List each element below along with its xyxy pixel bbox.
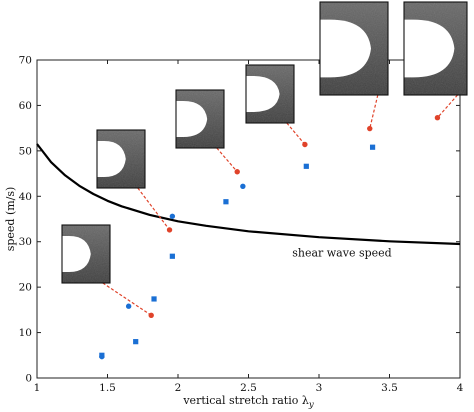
data-point-square xyxy=(223,199,229,205)
x-tick-label: 3 xyxy=(316,382,323,394)
inset-2-connector xyxy=(137,187,171,231)
inset-3-bubble xyxy=(176,101,208,137)
data-point-red xyxy=(434,114,441,121)
inset-3-connector xyxy=(216,147,238,173)
y-tick-label: 70 xyxy=(19,55,32,67)
inset-5-frame xyxy=(319,1,389,96)
x-tick-label: 2.5 xyxy=(240,382,257,394)
y-tick-label: 40 xyxy=(19,191,32,203)
inset-3-frame xyxy=(175,89,225,149)
data-point-red xyxy=(166,227,173,233)
data-point-red xyxy=(148,312,154,319)
data-point-circle xyxy=(240,183,246,189)
inset-6-bubble xyxy=(404,19,455,78)
data-point-square xyxy=(369,144,376,150)
x-tick-label: 2 xyxy=(175,382,182,394)
data-point-square xyxy=(133,339,139,345)
data-point-square xyxy=(303,163,309,169)
data-point-circle xyxy=(99,353,105,360)
inset-1-connector xyxy=(102,282,152,316)
inset-2 xyxy=(96,129,171,231)
y-tick-label: 30 xyxy=(19,236,32,248)
inset-6-connector xyxy=(436,94,458,119)
data-point-circle xyxy=(125,303,132,309)
inset-4 xyxy=(245,64,306,145)
inset-5 xyxy=(319,1,389,129)
y-axis-title: speed (m/s) xyxy=(4,187,17,252)
data-point-square xyxy=(169,253,175,259)
y-tick-label: 60 xyxy=(19,100,32,112)
inset-1-bubble xyxy=(62,236,91,272)
inset-2-frame xyxy=(96,129,146,189)
inset-1 xyxy=(61,224,152,316)
inset-4-connector xyxy=(286,122,306,145)
inset-4-bubble xyxy=(246,76,280,112)
y-tick-label: 50 xyxy=(19,145,32,157)
data-point-red xyxy=(302,141,308,148)
inset-5-bubble xyxy=(320,19,371,78)
inset-2-bubble xyxy=(97,141,126,177)
shear-wave-label: shear wave speed xyxy=(292,246,392,259)
inset-6-frame xyxy=(403,1,468,96)
x-axis-title-subscript: y xyxy=(308,400,314,410)
inset-3 xyxy=(175,89,238,173)
y-tick-label: 0 xyxy=(25,373,32,385)
inset-4-frame xyxy=(245,64,295,124)
shear-wave-curve xyxy=(36,143,461,246)
x-axis-title-main: vertical stretch ratio λ xyxy=(182,394,309,407)
inset-6 xyxy=(403,1,468,119)
x-tick-label: 1.5 xyxy=(99,382,116,394)
x-tick-label: 4 xyxy=(457,382,464,394)
y-tick-label: 20 xyxy=(19,282,32,294)
data-point-red xyxy=(234,169,240,175)
x-tick-label: 1 xyxy=(34,382,41,394)
data-point-circle xyxy=(169,213,176,219)
inset-1-frame xyxy=(61,224,111,284)
x-tick-label: 3.5 xyxy=(381,382,398,394)
data-point-red xyxy=(367,125,373,132)
x-axis-title: vertical stretch ratio λy xyxy=(182,394,314,410)
data-point-square xyxy=(151,296,157,302)
inset-5-connector xyxy=(369,94,379,129)
y-tick-label: 10 xyxy=(19,327,32,339)
